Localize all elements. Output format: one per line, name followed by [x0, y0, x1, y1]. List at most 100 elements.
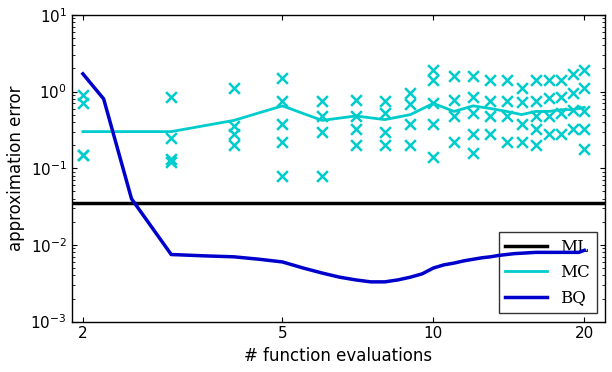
Point [317, 129, 327, 135]
BQ [430, 266, 437, 270]
Point [485, 77, 495, 83]
Line: BQ: BQ [83, 74, 584, 282]
MC [450, 109, 458, 114]
BQ [407, 275, 414, 279]
Point [351, 142, 360, 148]
Point [580, 85, 589, 91]
Point [517, 121, 526, 127]
Point [166, 135, 176, 141]
Point [580, 126, 589, 132]
Point [556, 131, 566, 137]
Point [78, 92, 88, 98]
Point [468, 94, 478, 100]
Point [166, 157, 176, 163]
MC [381, 118, 389, 122]
Legend: ML, MC, BQ: ML, MC, BQ [499, 232, 597, 313]
Point [229, 142, 239, 148]
Point [544, 95, 554, 101]
Point [502, 113, 512, 119]
MC [503, 109, 510, 114]
BQ [532, 250, 539, 254]
Point [556, 110, 566, 116]
BQ [551, 250, 559, 254]
BQ [510, 251, 518, 256]
BQ [495, 253, 502, 258]
BQ [545, 250, 553, 254]
X-axis label: # function evaluations: # function evaluations [244, 347, 433, 365]
BQ [419, 272, 426, 276]
Point [531, 77, 540, 83]
Point [544, 77, 554, 83]
Point [406, 102, 416, 108]
MC [581, 105, 588, 110]
Point [485, 98, 495, 104]
BQ [381, 280, 389, 284]
BQ [569, 250, 577, 254]
BQ [450, 261, 458, 265]
Point [229, 131, 239, 137]
Point [428, 67, 438, 73]
BQ [581, 248, 588, 253]
Point [468, 131, 478, 137]
BQ [469, 257, 477, 262]
BQ [394, 278, 401, 282]
MC [518, 112, 525, 117]
MC [278, 104, 286, 108]
Point [580, 109, 589, 115]
MC [487, 106, 494, 111]
Point [531, 98, 540, 104]
BQ [564, 250, 571, 254]
BQ [318, 271, 326, 275]
Point [166, 159, 176, 165]
Point [485, 113, 495, 119]
Point [428, 100, 438, 106]
BQ [503, 252, 510, 257]
Point [351, 126, 360, 132]
BQ [256, 257, 263, 262]
BQ [100, 97, 107, 101]
Point [428, 121, 438, 127]
BQ [575, 250, 583, 254]
BQ [558, 250, 565, 254]
MC [532, 109, 539, 114]
Point [277, 173, 287, 179]
Point [517, 139, 526, 145]
BQ [128, 196, 135, 201]
Point [485, 131, 495, 137]
MC [569, 108, 577, 112]
Point [428, 77, 438, 83]
Point [317, 173, 327, 179]
BQ [278, 260, 286, 264]
Point [544, 131, 554, 137]
Point [380, 110, 390, 116]
Point [502, 98, 512, 104]
Point [580, 146, 589, 152]
BQ [440, 263, 447, 267]
Point [568, 107, 578, 113]
Point [380, 142, 390, 148]
Point [449, 97, 459, 103]
Point [449, 139, 459, 145]
Point [580, 67, 589, 73]
Point [517, 85, 526, 91]
MC [168, 129, 175, 134]
MC [430, 101, 437, 106]
MC [469, 104, 477, 108]
BQ [487, 254, 494, 259]
Point [468, 110, 478, 116]
MC [545, 109, 553, 114]
Y-axis label: approximation error: approximation error [7, 86, 25, 251]
Point [406, 90, 416, 96]
Point [544, 113, 554, 119]
Point [568, 71, 578, 77]
Point [449, 113, 459, 119]
Point [317, 113, 327, 119]
MC [230, 118, 237, 123]
MC [352, 114, 359, 118]
BQ [460, 259, 468, 263]
BQ [168, 252, 175, 257]
BQ [525, 251, 532, 255]
Point [568, 126, 578, 132]
Point [556, 77, 566, 83]
Point [277, 121, 287, 127]
